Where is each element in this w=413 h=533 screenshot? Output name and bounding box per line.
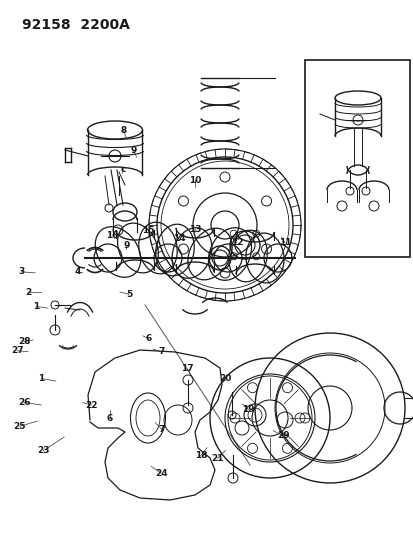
Text: 12: 12 [230,238,242,247]
Text: c: c [121,165,126,174]
Text: 9: 9 [123,241,129,249]
Text: 1: 1 [33,302,40,311]
Text: 16: 16 [106,231,119,240]
Text: 25: 25 [14,422,26,431]
Text: 1: 1 [38,374,45,383]
Text: 28: 28 [18,337,30,345]
Text: 26: 26 [18,398,30,407]
Text: 9: 9 [130,146,136,155]
Text: 92158  2200A: 92158 2200A [22,18,130,32]
Text: 15: 15 [142,226,154,235]
Text: 22: 22 [85,401,97,409]
Text: 7: 7 [158,348,164,356]
Text: 10: 10 [189,176,201,184]
Text: 18: 18 [194,451,206,460]
Text: 19: 19 [242,405,254,414]
Bar [304,60,409,257]
Text: 27: 27 [11,346,24,355]
Text: 4: 4 [74,268,81,276]
Text: 13: 13 [189,225,201,233]
Text: 6: 6 [145,334,151,343]
Text: 21: 21 [211,454,223,463]
Text: 8: 8 [120,126,126,135]
Text: 2: 2 [25,288,31,296]
Text: 17: 17 [181,365,193,373]
Text: 23: 23 [37,446,50,455]
Text: 14: 14 [172,235,185,243]
Text: 3: 3 [18,268,25,276]
Text: 20: 20 [219,374,231,383]
Text: 29: 29 [277,432,289,440]
Text: 6: 6 [106,414,113,423]
Text: 5: 5 [126,290,132,298]
Text: 7: 7 [158,425,164,433]
Text: 11: 11 [278,238,290,247]
Text: 24: 24 [155,469,167,478]
